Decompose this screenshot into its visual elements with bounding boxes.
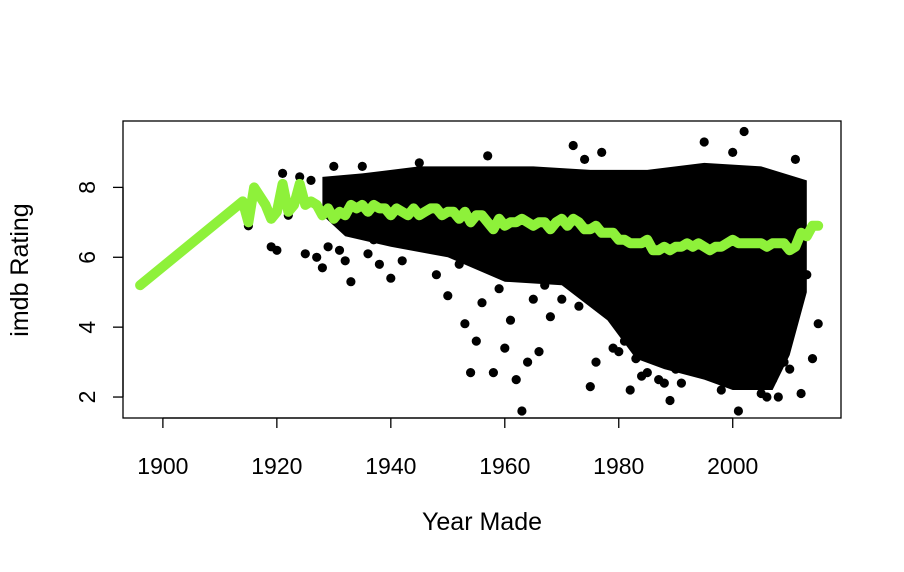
scatter-point bbox=[631, 354, 641, 364]
trend-line bbox=[135, 178, 824, 291]
scatter-point bbox=[511, 375, 521, 385]
scatter-point bbox=[693, 361, 704, 371]
scatter-point bbox=[312, 252, 322, 262]
scatter-point bbox=[540, 280, 550, 290]
scatter-point bbox=[705, 364, 715, 374]
scatter-point bbox=[334, 245, 345, 255]
scatter-point bbox=[580, 154, 590, 164]
scatter-point bbox=[779, 357, 789, 367]
scatter-point bbox=[768, 375, 778, 385]
scatter-point bbox=[642, 368, 652, 378]
x-tick-label: 1960 bbox=[479, 453, 530, 479]
scatter-point bbox=[523, 357, 533, 367]
y-tick-label: 4 bbox=[74, 321, 100, 334]
scatter-point bbox=[460, 319, 470, 329]
x-tick-label: 1920 bbox=[251, 453, 302, 479]
scatter-point bbox=[762, 392, 772, 402]
scatter-point bbox=[676, 378, 687, 388]
scatter-point bbox=[386, 273, 396, 283]
scatter-point bbox=[352, 182, 362, 192]
scatter-point bbox=[466, 368, 476, 378]
scatter-point bbox=[790, 154, 801, 164]
y-axis: 2 4 6 8 bbox=[74, 181, 124, 404]
point-cloud-area bbox=[322, 162, 807, 390]
scatter-point bbox=[295, 172, 305, 182]
scatter-point bbox=[745, 371, 755, 381]
y-axis-title: imdb Rating bbox=[6, 203, 34, 336]
scatter-point bbox=[443, 291, 453, 301]
scatter-point bbox=[278, 168, 288, 178]
y-tick-label: 6 bbox=[74, 251, 100, 264]
x-axis-title: Year Made bbox=[422, 508, 542, 536]
scatter-point bbox=[414, 158, 424, 168]
scatter-point bbox=[357, 161, 367, 171]
scatter-point bbox=[574, 301, 584, 311]
scatter-point bbox=[534, 347, 544, 357]
scatter-point bbox=[306, 175, 316, 185]
scatter-point bbox=[488, 368, 498, 378]
scatter-point bbox=[773, 392, 783, 402]
scatter-point bbox=[500, 343, 510, 353]
scatter-point bbox=[619, 336, 630, 346]
scatter-point bbox=[711, 357, 721, 367]
scatter-point bbox=[739, 126, 749, 137]
scatter-point bbox=[369, 235, 379, 245]
scatter-point bbox=[483, 151, 493, 161]
dense-point-cloud bbox=[322, 162, 807, 390]
scatter-point bbox=[557, 294, 567, 304]
scatter-point bbox=[602, 301, 613, 311]
scatter-point bbox=[659, 378, 669, 388]
scatter-point bbox=[716, 385, 726, 395]
scatter-point bbox=[568, 140, 578, 151]
scatter-point bbox=[454, 259, 464, 269]
scatter-point bbox=[431, 270, 441, 280]
scatter-point bbox=[300, 249, 310, 259]
x-tick-label: 1900 bbox=[137, 453, 188, 479]
scatter-point bbox=[471, 336, 481, 346]
scatter-point bbox=[614, 347, 624, 357]
x-tick-label: 1980 bbox=[593, 453, 644, 479]
x-axis: 1900 1920 1940 1960 1980 2000 bbox=[137, 417, 758, 479]
scatter-point bbox=[625, 385, 635, 395]
y-tick-label: 2 bbox=[74, 391, 100, 404]
scatter-point bbox=[517, 406, 527, 416]
scatter-point bbox=[802, 270, 812, 280]
scatter-point bbox=[813, 319, 823, 329]
y-tick-label: 8 bbox=[74, 181, 100, 194]
scatter-point bbox=[699, 137, 709, 147]
scatter-point bbox=[528, 294, 538, 304]
x-tick-label: 1940 bbox=[365, 453, 416, 479]
scatter-point bbox=[648, 322, 658, 332]
scatter-point bbox=[585, 382, 595, 392]
scatter-point bbox=[688, 340, 698, 350]
scatter-point bbox=[796, 388, 806, 399]
scatter-point bbox=[329, 161, 339, 171]
scatter-point bbox=[682, 354, 692, 364]
scatter-point bbox=[363, 249, 373, 259]
scatter-point bbox=[505, 315, 516, 325]
scatter-point bbox=[665, 395, 675, 406]
scatter-point bbox=[323, 242, 333, 252]
scatter-point bbox=[272, 245, 282, 255]
scatter-point bbox=[597, 147, 607, 157]
scatter-point bbox=[346, 277, 356, 287]
scatter-point bbox=[545, 312, 556, 322]
scatter-point bbox=[494, 284, 504, 294]
scatter-point bbox=[477, 298, 487, 308]
scatter-point bbox=[722, 347, 732, 357]
scatter-point bbox=[591, 357, 601, 367]
scatter-point bbox=[785, 364, 795, 374]
scatter-point bbox=[397, 256, 407, 266]
scatter-point bbox=[750, 361, 761, 371]
scatter-point bbox=[317, 263, 327, 273]
scatter-point bbox=[374, 259, 384, 269]
scatter-point bbox=[340, 256, 350, 266]
scatter-point bbox=[807, 354, 818, 364]
x-tick-label: 2000 bbox=[707, 453, 758, 479]
scatter-point bbox=[728, 147, 738, 157]
scatter-point bbox=[671, 364, 681, 374]
scatter-point bbox=[733, 406, 744, 416]
